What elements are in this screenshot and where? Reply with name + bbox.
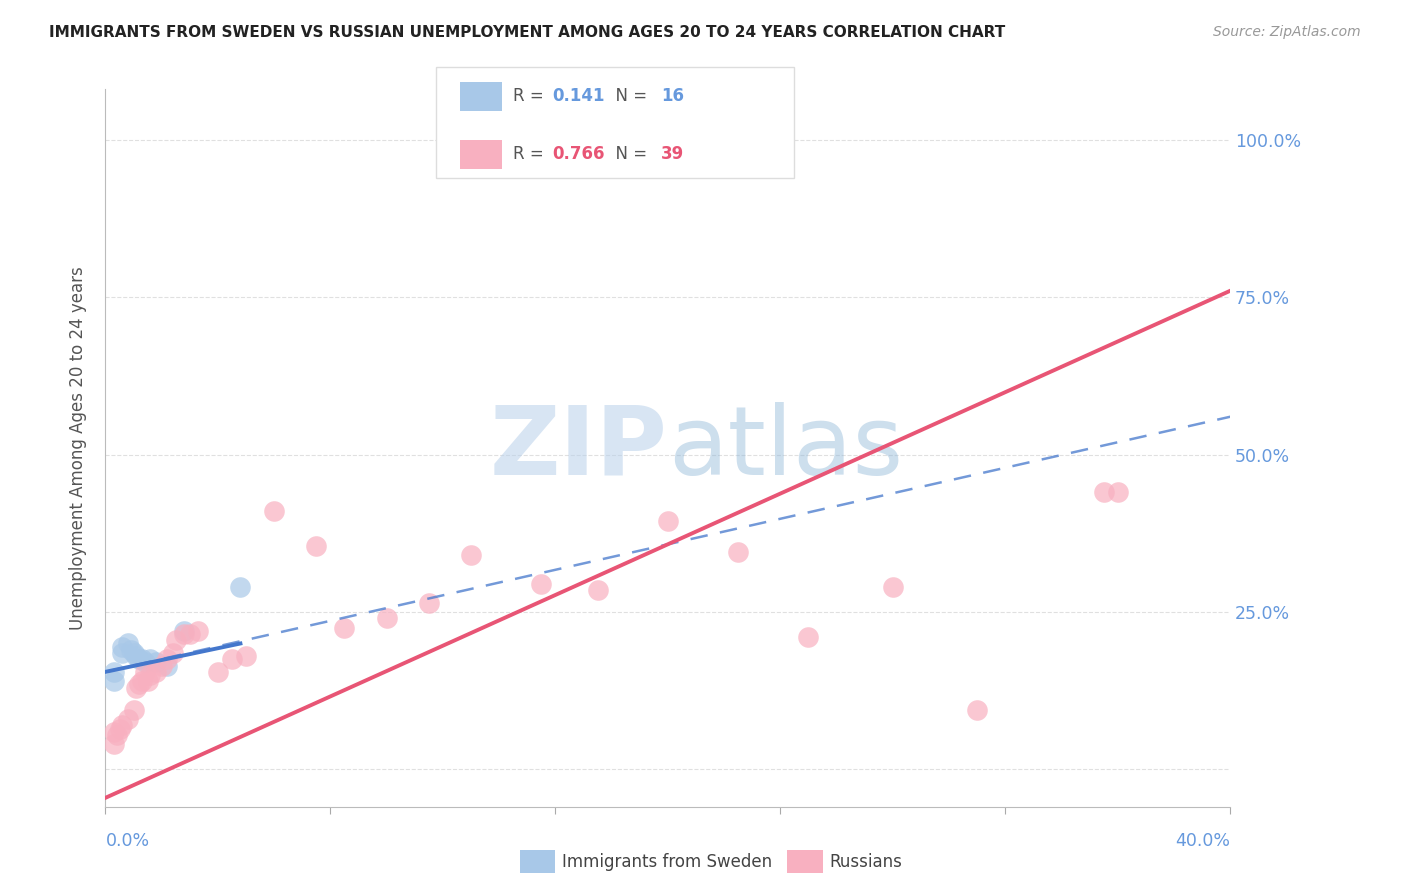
Point [111, 646, 134, 660]
Point [333, 621, 356, 635]
Point [103, 665, 125, 679]
Point [145, 665, 167, 679]
Point [657, 514, 679, 528]
Point [125, 681, 148, 695]
Point [103, 674, 125, 689]
Point [120, 642, 142, 657]
Point [966, 703, 988, 717]
Point [122, 703, 145, 717]
Text: Immigrants from Sweden: Immigrants from Sweden [562, 853, 772, 871]
Point [375, 611, 398, 625]
Point [530, 576, 553, 591]
Point [229, 580, 252, 594]
Text: R =: R = [513, 87, 554, 105]
Point [122, 646, 145, 660]
Point [305, 539, 328, 553]
Point [882, 580, 904, 594]
Point [136, 674, 159, 689]
Text: 0.766: 0.766 [553, 145, 605, 163]
Point [173, 627, 195, 641]
Point [150, 658, 173, 673]
Text: 0.141: 0.141 [553, 87, 605, 105]
Text: atlas: atlas [668, 401, 903, 495]
Text: 39: 39 [661, 145, 685, 163]
Text: Russians: Russians [830, 853, 903, 871]
Point [128, 677, 150, 691]
Point [162, 646, 184, 660]
Point [103, 724, 125, 739]
Point [134, 656, 156, 670]
Point [173, 624, 195, 638]
Text: 40.0%: 40.0% [1175, 832, 1230, 850]
Point [111, 718, 134, 732]
Point [125, 649, 148, 664]
Text: 0.0%: 0.0% [105, 832, 149, 850]
Text: Source: ZipAtlas.com: Source: ZipAtlas.com [1213, 25, 1361, 39]
Point [418, 596, 440, 610]
Text: IMMIGRANTS FROM SWEDEN VS RUSSIAN UNEMPLOYMENT AMONG AGES 20 TO 24 YEARS CORRELA: IMMIGRANTS FROM SWEDEN VS RUSSIAN UNEMPL… [49, 25, 1005, 40]
Point [145, 656, 167, 670]
Point [128, 652, 150, 666]
Point [156, 658, 179, 673]
Point [105, 728, 128, 742]
Point [134, 665, 156, 679]
Text: R =: R = [513, 145, 554, 163]
Point [179, 627, 201, 641]
Point [586, 582, 609, 597]
Point [727, 545, 749, 559]
Point [165, 633, 187, 648]
Point [263, 504, 285, 518]
Point [111, 640, 134, 654]
Point [1092, 485, 1115, 500]
Point [117, 712, 139, 726]
Text: N =: N = [605, 145, 652, 163]
Point [156, 652, 179, 666]
Point [797, 630, 820, 644]
Point [1107, 485, 1129, 500]
Point [187, 624, 209, 638]
Point [139, 652, 162, 666]
Point [108, 722, 131, 736]
Text: 16: 16 [661, 87, 683, 105]
Point [207, 665, 229, 679]
Point [460, 549, 482, 563]
Point [235, 649, 257, 664]
Point [117, 636, 139, 650]
Point [221, 652, 243, 666]
Y-axis label: Unemployment Among Ages 20 to 24 years: Unemployment Among Ages 20 to 24 years [69, 267, 87, 630]
Point [139, 668, 162, 682]
Point [103, 737, 125, 751]
Point [131, 652, 153, 666]
Text: N =: N = [605, 87, 652, 105]
Text: ZIP: ZIP [489, 401, 668, 495]
Point [131, 674, 153, 689]
